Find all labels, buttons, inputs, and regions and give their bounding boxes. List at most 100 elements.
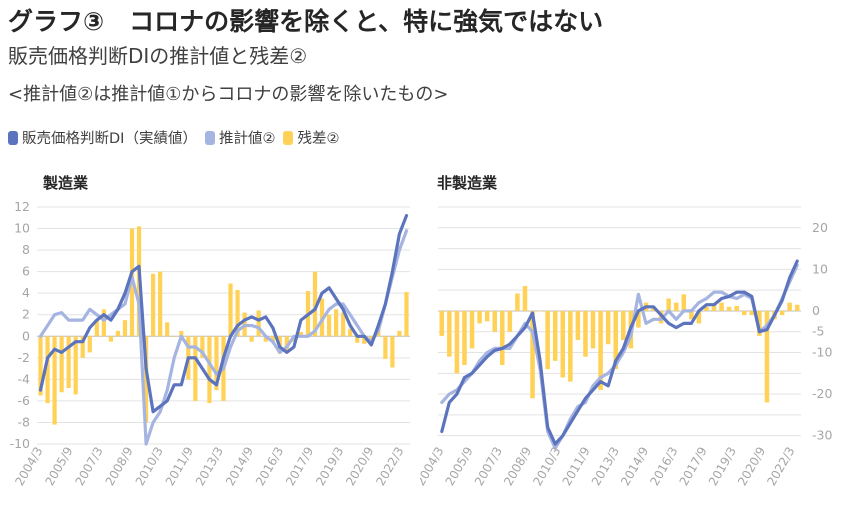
actual-line <box>440 259 799 446</box>
residual-bar <box>673 302 679 311</box>
y-tick-label: -8 <box>18 414 31 429</box>
residual-bar <box>598 310 603 390</box>
residual-bar <box>454 310 460 374</box>
residual-bar <box>333 309 339 337</box>
residual-bar <box>73 336 78 395</box>
residual-bar <box>484 310 490 322</box>
residual-bar <box>726 306 732 311</box>
residual-bar <box>666 298 671 311</box>
legend-item-actual: 販売価格判断DI（実績値） <box>8 127 197 148</box>
residual-bar <box>794 304 800 311</box>
y-tick-label: 0 <box>22 328 30 343</box>
y-tick-label: 6 <box>22 264 30 279</box>
residual-bar <box>469 310 475 349</box>
x-tick-label: 2020/9 <box>343 445 376 489</box>
residual-bar <box>263 336 268 342</box>
residual-bar <box>764 310 770 403</box>
residual-bar <box>696 310 702 324</box>
residual-bar <box>621 310 626 341</box>
residual-bar <box>45 336 50 404</box>
residual-bar <box>108 336 114 342</box>
chart-manufacturing: -10-8-6-4-20246810122004/32005/92007/320… <box>10 199 410 489</box>
residual-bar <box>404 292 409 337</box>
residual-bar <box>87 336 92 353</box>
legend-item-residual: 残差② <box>283 127 339 148</box>
y-tick-label: -10 <box>812 345 832 360</box>
residual-bar <box>492 310 497 332</box>
x-tick-label: 2017/9 <box>283 445 316 489</box>
residual-bar <box>214 336 219 391</box>
residual-bar <box>749 310 755 316</box>
residual-bar <box>270 336 275 342</box>
residual-bar <box>719 302 724 311</box>
x-tick-label: 2016/3 <box>253 445 286 489</box>
residual-bar <box>681 294 687 311</box>
residual-bar <box>552 310 558 361</box>
residual-bar <box>115 330 121 337</box>
x-tick-label: 2019/3 <box>313 445 346 489</box>
y-tick-label: 10 <box>812 261 828 276</box>
residual-bar <box>560 310 566 378</box>
x-tick-label: 2010/3 <box>133 445 166 489</box>
legend: 販売価格判断DI（実績値） 推計値② 残差② <box>8 127 347 148</box>
residual-bar <box>59 336 64 393</box>
y-tick-label: 12 <box>14 199 30 214</box>
residual-bar <box>530 310 535 399</box>
residual-bar <box>228 283 233 337</box>
y-tick-label: -2 <box>18 350 30 365</box>
y-tick-label: 8 <box>22 242 30 257</box>
residual-bar <box>636 310 641 328</box>
residual-bar <box>447 310 452 357</box>
x-tick-label: 2011/9 <box>163 445 196 489</box>
legend-label-estimate: 推計値② <box>218 131 276 147</box>
chart-nonmanufacturing: -30-20-10-5010202004/32005/92007/32008/9… <box>420 206 832 488</box>
residual-bar <box>38 336 43 396</box>
x-tick-label: 2022/3 <box>373 445 406 489</box>
y-tick-label: -10 <box>10 436 30 451</box>
y-tick-label: -4 <box>18 371 31 386</box>
x-tick-label: 2005/9 <box>42 445 75 489</box>
residual-bar <box>298 331 304 337</box>
residual-bar <box>312 271 318 337</box>
note: <推計値②は推計値①からコロナの影響を除いたもの> <box>8 84 449 105</box>
x-tick-label: 2007/3 <box>73 445 106 489</box>
actual-line <box>38 214 409 414</box>
y-tick-label: 4 <box>22 285 30 300</box>
residual-bar <box>101 309 106 337</box>
residual-bar <box>590 310 596 349</box>
residual-bar <box>742 310 747 316</box>
legend-label-residual: 残差② <box>297 131 340 147</box>
residual-bar <box>52 336 57 425</box>
residual-bar <box>477 310 482 324</box>
x-tick-label: 2004/3 <box>12 445 45 489</box>
residual-bar <box>165 322 170 337</box>
residual-bar <box>151 273 156 337</box>
residual-bar <box>575 310 581 341</box>
y-tick-label: 20 <box>812 220 828 235</box>
residual-bar <box>779 310 785 316</box>
residual-bar <box>439 310 445 336</box>
x-tick-label: 2008/9 <box>103 445 136 489</box>
y-tick-label: -20 <box>812 386 832 401</box>
legend-swatch-residual <box>283 130 294 145</box>
residual-bar <box>200 336 205 358</box>
residual-bar <box>507 310 513 332</box>
residual-bar <box>500 310 505 365</box>
residual-bar <box>326 314 332 337</box>
residual-bar <box>711 304 717 311</box>
residual-bar <box>522 286 528 311</box>
x-tick-label: 2013/3 <box>193 445 226 489</box>
residual-bar <box>355 336 360 343</box>
residual-bar <box>383 336 388 359</box>
residual-bar <box>207 336 212 404</box>
y-tick-label: 10 <box>14 221 30 236</box>
legend-label-actual: 販売価格判断DI（実績値） <box>22 131 197 147</box>
residual-bar <box>80 336 85 358</box>
legend-item-estimate: 推計値② <box>204 127 276 148</box>
residual-bar <box>537 310 543 312</box>
residual-bar <box>568 310 573 382</box>
residual-bar <box>704 306 709 311</box>
residual-bar <box>249 336 254 342</box>
legend-swatch-actual <box>8 130 18 145</box>
residual-bar <box>158 271 163 337</box>
